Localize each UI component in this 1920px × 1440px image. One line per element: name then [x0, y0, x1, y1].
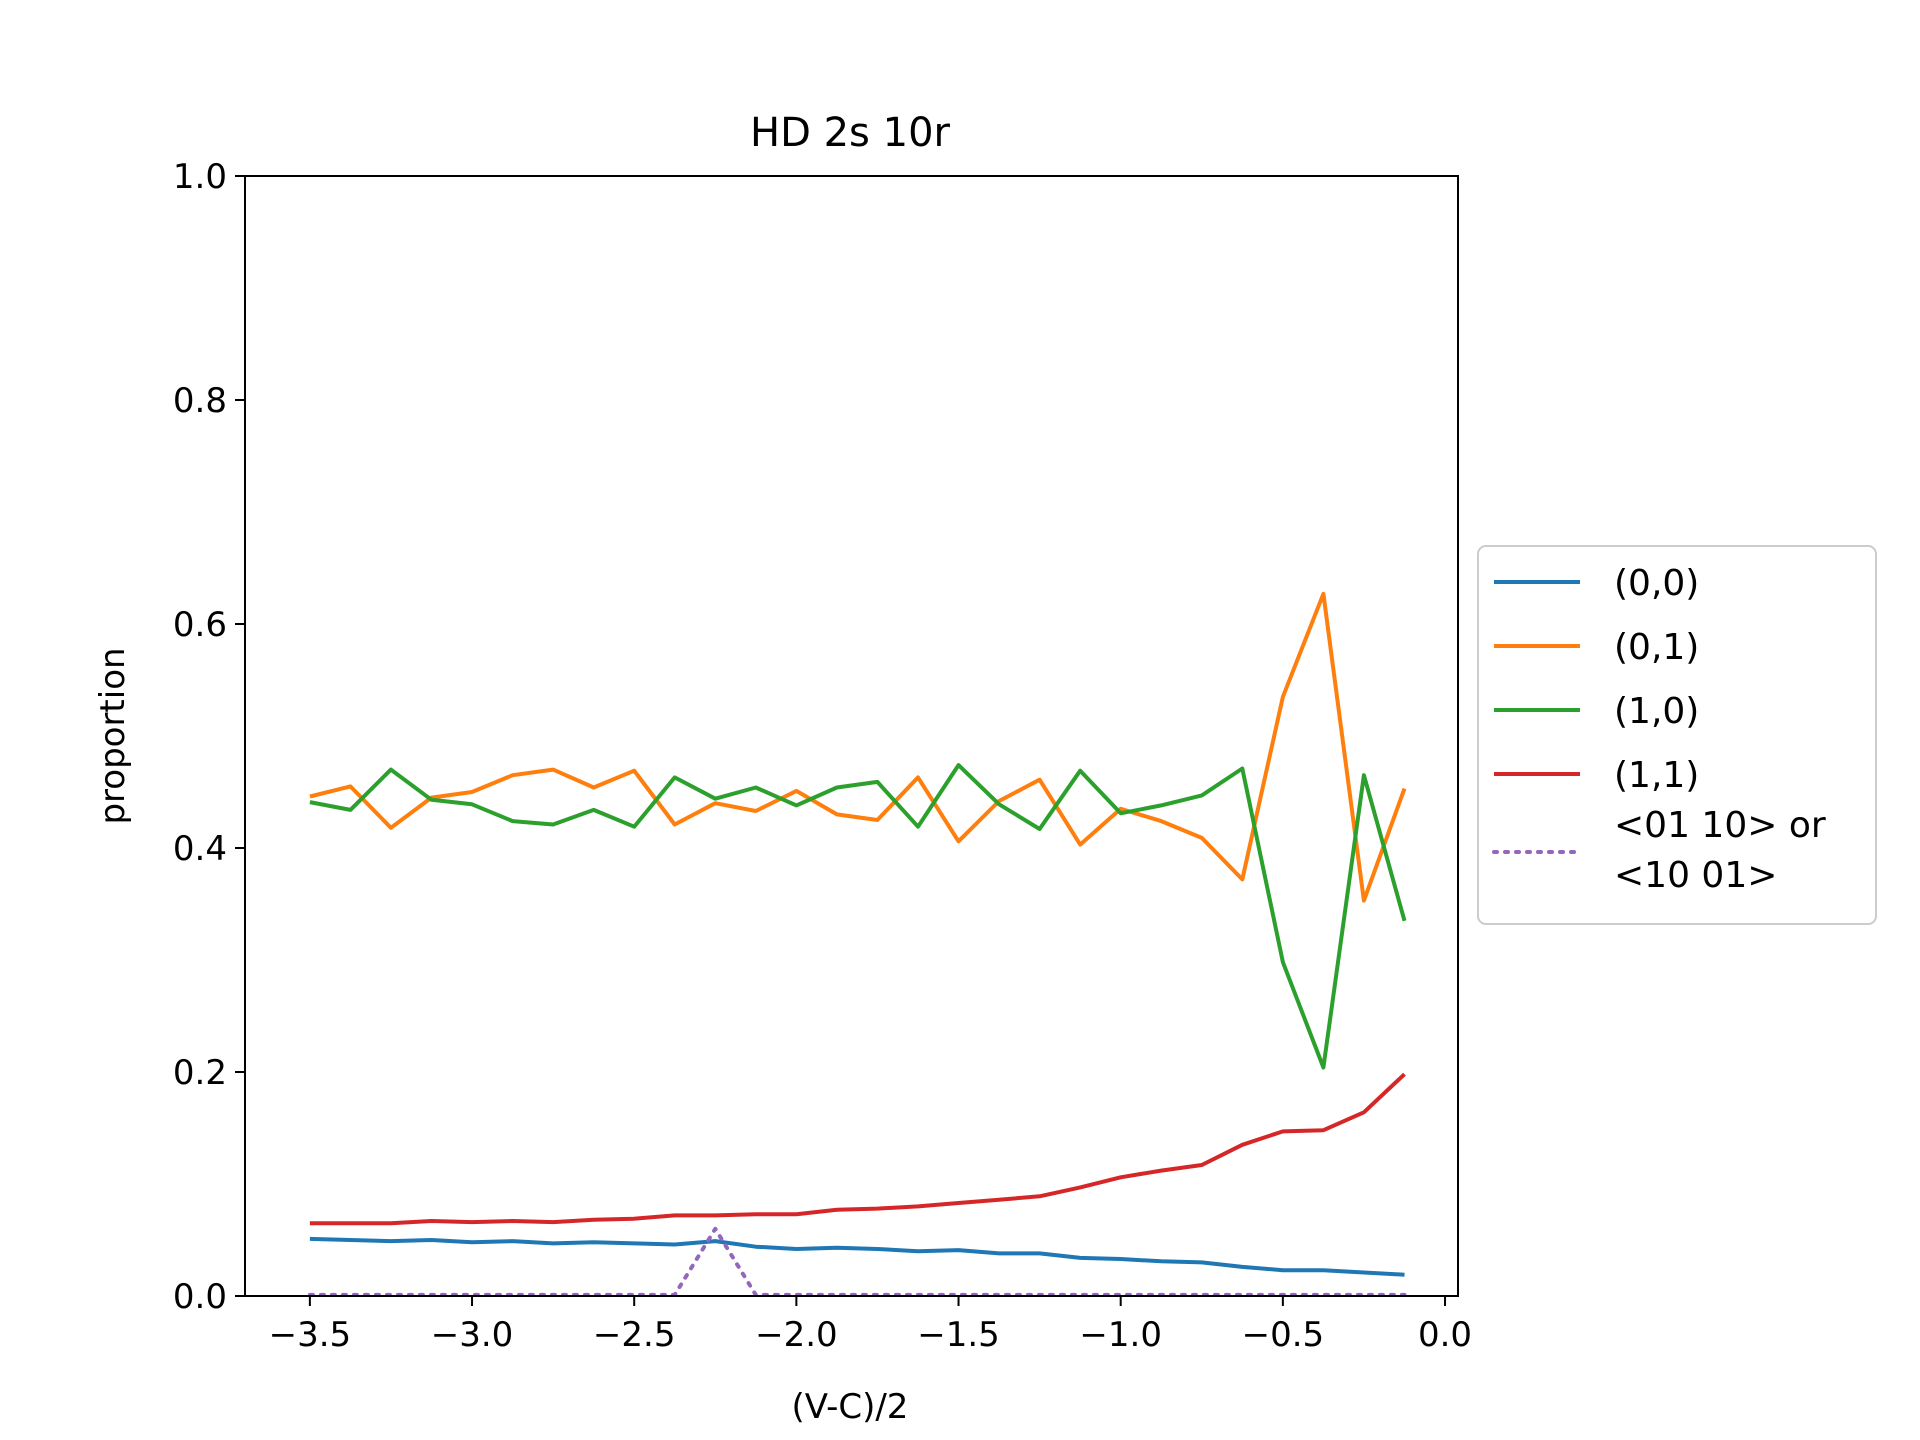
legend-label: (0,1): [1614, 627, 1699, 668]
plot-area: [244, 175, 1459, 1297]
x-axis-label: (V-C)/2: [792, 1387, 909, 1427]
y-axis-ticks: 0.0 0.2 0.4 0.6 0.8 1.0: [173, 157, 245, 1317]
legend-label: <01 10> or: [1614, 805, 1826, 846]
series-line-1: [309, 591, 1407, 903]
x-tick-label: −2.5: [593, 1315, 676, 1355]
y-axis-label: proportion: [93, 647, 133, 824]
plot-background: [245, 176, 1458, 1296]
legend-label: (1,0): [1614, 691, 1699, 732]
chart-title: HD 2s 10r: [750, 110, 950, 156]
series-line-2: [309, 763, 1407, 1070]
y-tick-label: 0.6: [173, 605, 227, 645]
y-tick-label: 1.0: [173, 157, 227, 197]
series-line-3: [309, 1072, 1406, 1226]
legend-label: (1,1): [1614, 755, 1699, 796]
x-tick-label: −3.0: [431, 1315, 514, 1355]
x-axis-ticks: −3.5 −3.0 −2.5 −2.0 −1.5 −1.0 −0.5 0.0: [269, 1296, 1472, 1355]
x-tick-label: −2.0: [755, 1315, 838, 1355]
series-lines: [307, 591, 1407, 1297]
y-tick-label: 0.8: [173, 381, 227, 421]
legend-label: (0,0): [1614, 563, 1699, 604]
legend-label: <10 01>: [1614, 855, 1777, 896]
x-tick-label: 0.0: [1418, 1315, 1472, 1355]
y-tick-label: 0.4: [173, 829, 227, 869]
plot-frame: [244, 175, 1459, 1297]
series-line-0: [309, 1236, 1405, 1277]
x-tick-label: −1.5: [917, 1315, 1000, 1355]
legend-items: (0,0) (0,1) (1,0) (1,1) <01 10> or <10 01>: [1492, 563, 1826, 896]
x-tick-label: −1.0: [1079, 1315, 1162, 1355]
y-tick-label: 0.2: [173, 1053, 227, 1093]
x-tick-label: −0.5: [1242, 1315, 1325, 1355]
y-tick-label: 0.0: [173, 1277, 227, 1317]
legend: (0,0) (0,1) (1,0) (1,1) <01 10> or <10 01>: [1477, 545, 1877, 925]
x-tick-label: −3.5: [269, 1315, 352, 1355]
legend-box: [1477, 545, 1877, 925]
